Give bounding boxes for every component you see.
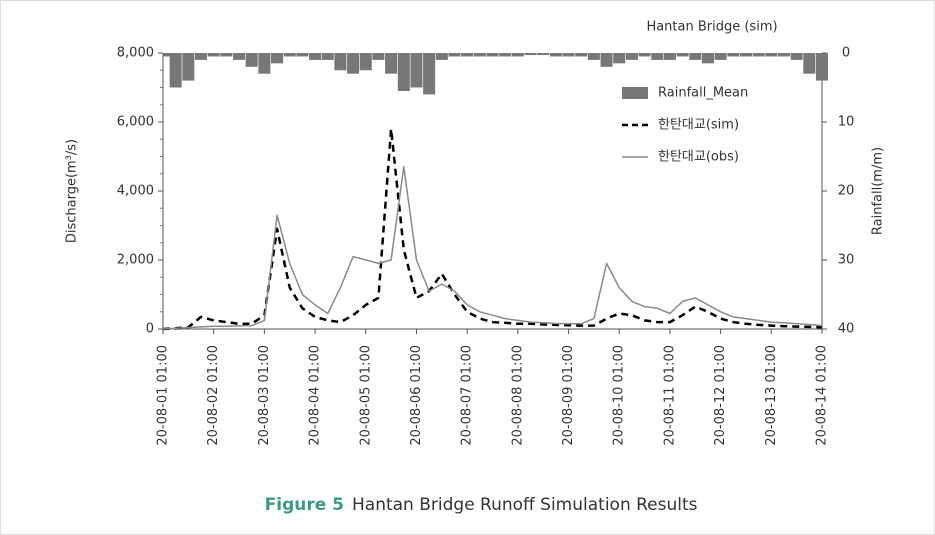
rain-bar bbox=[347, 53, 360, 74]
caption-text: Hantan Bridge Runoff Simulation Results bbox=[352, 495, 698, 515]
y-tick-label: 4,000 bbox=[117, 184, 154, 199]
rain-bar bbox=[245, 53, 258, 67]
x-tick-label: 20-08-08 01:00 bbox=[510, 345, 525, 446]
rain-bar bbox=[549, 53, 562, 57]
chart-title: Hantan Bridge (sim) bbox=[646, 20, 777, 35]
x-tick-label: 20-08-04 01:00 bbox=[308, 345, 323, 446]
x-tick-label: 20-08-13 01:00 bbox=[764, 345, 779, 446]
rain-bar bbox=[587, 53, 600, 60]
rain-bar bbox=[790, 53, 803, 60]
rain-bar bbox=[752, 53, 765, 57]
rain-bar bbox=[194, 53, 208, 60]
rain-bar bbox=[271, 53, 284, 64]
rain-bar bbox=[524, 53, 537, 56]
rain-bar bbox=[714, 53, 727, 60]
rain-bar bbox=[372, 53, 385, 60]
rain-bar bbox=[803, 53, 816, 74]
x-tick-label: 20-08-10 01:00 bbox=[612, 345, 627, 446]
rain-bar bbox=[410, 53, 423, 88]
rain-bar bbox=[727, 53, 740, 57]
x-tick-label: 20-08-14 01:00 bbox=[815, 345, 830, 446]
rain-bar bbox=[207, 53, 220, 57]
x-tick-label: 20-08-06 01:00 bbox=[409, 345, 424, 446]
x-tick-label: 20-08-09 01:00 bbox=[561, 345, 576, 446]
rain-bar bbox=[385, 53, 398, 74]
rain-bar bbox=[321, 53, 334, 60]
rain-bar bbox=[562, 53, 575, 57]
y-tick-label: 8,000 bbox=[117, 46, 154, 61]
y2-tick-label: 40 bbox=[838, 322, 855, 337]
rain-bar bbox=[258, 53, 271, 74]
x-tick-label: 20-08-02 01:00 bbox=[206, 345, 221, 446]
series-line bbox=[162, 127, 823, 331]
rain-bar bbox=[397, 53, 410, 91]
rain-bar bbox=[575, 53, 588, 57]
legend-label: 한탄대교(obs) bbox=[658, 150, 739, 165]
rain-bar bbox=[499, 53, 512, 57]
rain-bar bbox=[163, 53, 176, 57]
rain-bar bbox=[638, 53, 651, 57]
rain-bar bbox=[182, 53, 195, 81]
rain-bar bbox=[486, 53, 499, 57]
rain-bar bbox=[613, 53, 626, 64]
rain-bar bbox=[334, 53, 347, 71]
rain-bar bbox=[676, 53, 689, 57]
y-tick-label: 2,000 bbox=[117, 253, 154, 268]
rain-bar bbox=[423, 53, 436, 95]
rain-bar bbox=[283, 53, 296, 57]
rain-bar bbox=[511, 53, 524, 57]
x-tick-label: 20-08-12 01:00 bbox=[713, 345, 728, 446]
rain-bar bbox=[435, 53, 448, 60]
rain-bar bbox=[663, 53, 676, 60]
series-line bbox=[162, 166, 823, 330]
rain-bar bbox=[815, 53, 829, 81]
rain-bar bbox=[600, 53, 613, 67]
rain-bar bbox=[169, 53, 182, 88]
legend-label: Rainfall_Mean bbox=[658, 86, 748, 101]
rain-bar bbox=[625, 53, 638, 60]
y2-tick-label: 20 bbox=[838, 184, 855, 199]
rain-bar bbox=[689, 53, 702, 60]
x-tick-label: 20-08-11 01:00 bbox=[662, 345, 677, 446]
rain-bar bbox=[777, 53, 791, 57]
x-tick-label: 20-08-03 01:00 bbox=[257, 345, 272, 446]
rain-bar bbox=[296, 53, 309, 57]
rain-bar bbox=[359, 53, 372, 71]
y2-axis-label: Rainfall(m/m) bbox=[871, 147, 886, 235]
y-tick-label: 6,000 bbox=[117, 115, 154, 130]
rain-bar bbox=[448, 53, 461, 57]
legend-label: 한탄대교(sim) bbox=[658, 118, 739, 133]
y-tick-label: 0 bbox=[146, 322, 154, 337]
x-tick-label: 20-08-01 01:00 bbox=[156, 345, 171, 446]
rain-bar bbox=[461, 53, 474, 57]
rain-bar bbox=[220, 53, 233, 57]
rain-bar bbox=[537, 53, 550, 56]
legend-swatch bbox=[622, 87, 648, 99]
x-tick-label: 20-08-05 01:00 bbox=[358, 345, 373, 446]
y-axis-label: Discharge(m³/s) bbox=[65, 139, 80, 243]
y2-tick-label: 0 bbox=[842, 46, 850, 61]
rain-bar bbox=[701, 53, 714, 64]
rain-bar bbox=[233, 53, 246, 60]
rain-bar bbox=[765, 53, 778, 57]
rain-bar bbox=[309, 53, 322, 60]
rain-bar bbox=[473, 53, 486, 57]
caption-label: Figure 5 bbox=[265, 495, 344, 515]
rain-bar bbox=[739, 53, 752, 57]
rain-bar bbox=[651, 53, 664, 60]
y2-tick-label: 10 bbox=[838, 115, 855, 130]
y2-tick-label: 30 bbox=[838, 253, 855, 268]
x-tick-label: 20-08-07 01:00 bbox=[460, 345, 475, 446]
